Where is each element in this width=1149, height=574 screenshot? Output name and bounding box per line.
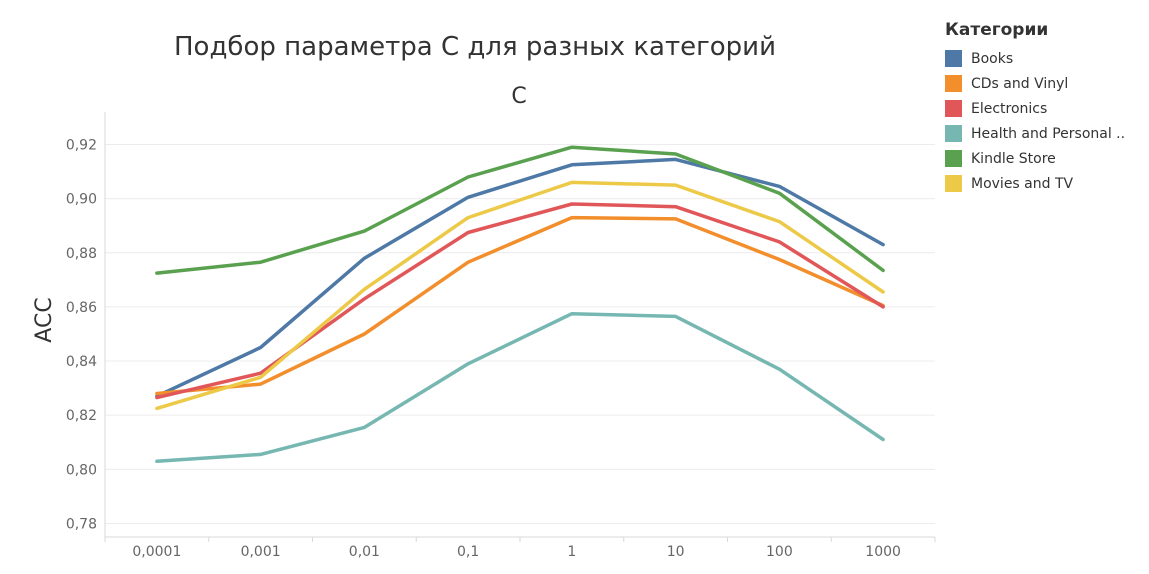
x-tick-label: 0,001 <box>241 544 281 560</box>
legend-item[interactable]: Books <box>945 46 1145 71</box>
legend-label: Books <box>971 50 1014 67</box>
y-tick-label: 0,80 <box>66 462 97 478</box>
x-axis-title: C <box>511 84 526 109</box>
legend-items: Books CDs and Vinyl Electronics Health and … <box>945 46 1145 196</box>
series-line-0 <box>155 157 885 398</box>
legend-label: Electronics <box>971 100 1048 117</box>
x-tick-label: 0,1 <box>457 544 479 560</box>
series-line-5 <box>155 180 885 411</box>
legend-item[interactable]: Electronics <box>945 96 1145 121</box>
series-line-4 <box>155 145 885 275</box>
legend-swatch <box>945 125 962 142</box>
y-tick-label: 0,82 <box>66 408 97 424</box>
series-line-1 <box>155 215 885 396</box>
x-tick-label: 1000 <box>865 544 901 560</box>
series-lines <box>155 145 885 463</box>
legend-swatch <box>945 75 962 92</box>
x-tick-label: 0,0001 <box>132 544 181 560</box>
y-tick-label: 0,78 <box>66 516 97 532</box>
legend-swatch <box>945 100 962 117</box>
y-tick-label: 0,90 <box>66 192 97 208</box>
y-axis-title: ACC <box>32 297 57 342</box>
series-line-3 <box>155 311 885 463</box>
legend-item[interactable]: Movies and TV <box>945 171 1145 196</box>
y-tick-label: 0,84 <box>66 354 97 370</box>
axes: 0,78 0,80 0,82 0,84 0,86 0,88 0,90 0,92 0,0001 0,… <box>66 112 936 560</box>
legend-label: CDs and Vinyl <box>971 75 1069 92</box>
legend-swatch <box>945 150 962 167</box>
y-tick-label: 0,92 <box>66 137 97 153</box>
legend-label: Kindle Store <box>971 150 1056 167</box>
legend-item[interactable]: Health and Personal .. <box>945 121 1145 146</box>
x-tick-label: 0,01 <box>349 544 380 560</box>
legend-label: Health and Personal .. <box>971 125 1126 142</box>
legend: Категории Books CDs and Vinyl Electronics H… <box>945 20 1145 196</box>
series-line-2 <box>155 202 885 400</box>
legend-item[interactable]: CDs and Vinyl <box>945 71 1145 96</box>
x-tick-label: 1 <box>567 544 576 560</box>
x-tick-label: 10 <box>667 544 685 560</box>
y-tick-label: 0,86 <box>66 300 97 316</box>
legend-item[interactable]: Kindle Store <box>945 146 1145 171</box>
x-tick-label: 100 <box>766 544 793 560</box>
legend-swatch <box>945 175 962 192</box>
legend-swatch <box>945 50 962 67</box>
chart-title: Подбор параметра C для разных категорий <box>174 32 776 62</box>
y-tick-label: 0,88 <box>66 246 97 262</box>
legend-title: Категории <box>945 20 1049 40</box>
legend-label: Movies and TV <box>971 175 1074 192</box>
